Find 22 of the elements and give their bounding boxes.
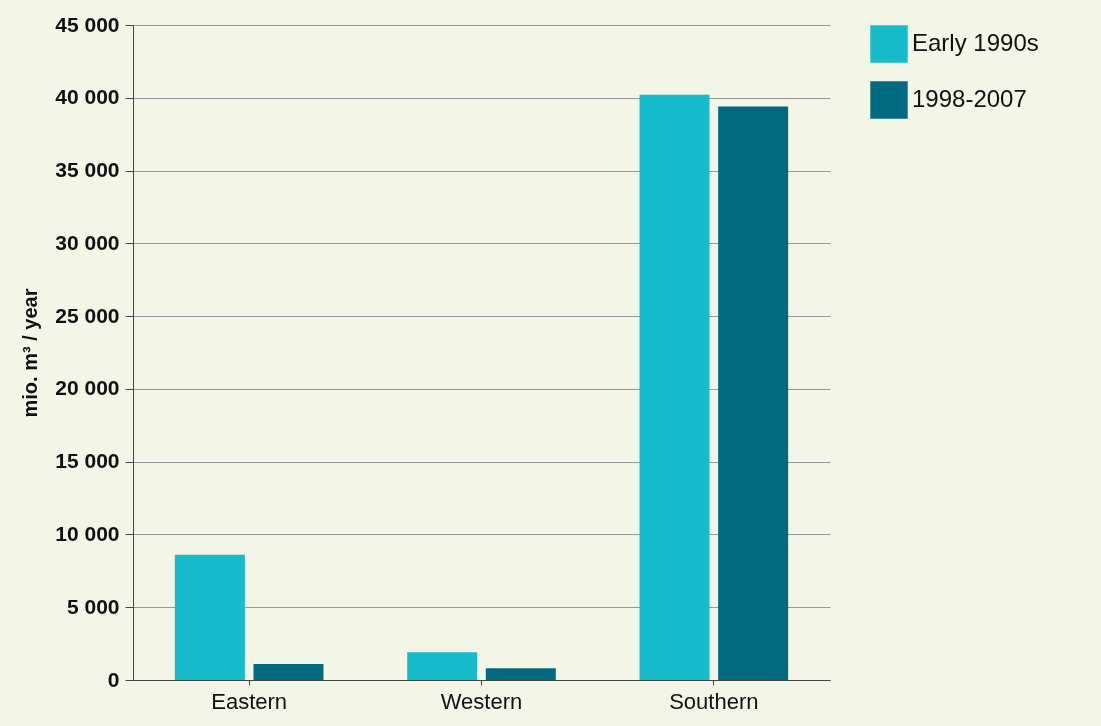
y-tick-label: 45 000	[55, 12, 120, 36]
x-tick-label: Western	[440, 688, 523, 714]
y-tick-label: 0	[107, 667, 120, 691]
y-axis-title: mio. m³ / year	[19, 288, 42, 418]
y-tick-label: 10 000	[55, 521, 120, 545]
y-tick-label: 5 000	[66, 594, 120, 618]
x-tick-label: Southern	[669, 688, 759, 714]
legend-label: 1998-2007	[912, 85, 1027, 112]
bar	[639, 94, 710, 680]
bar	[253, 663, 324, 680]
bar	[407, 652, 478, 680]
y-tick-label: 20 000	[55, 376, 120, 400]
y-tick-label: 30 000	[55, 230, 120, 254]
y-tick-label: 40 000	[55, 85, 120, 109]
x-tick-label: Eastern	[211, 688, 288, 714]
y-tick-label: 25 000	[55, 303, 120, 327]
legend-label: Early 1990s	[912, 29, 1039, 56]
bar	[485, 668, 556, 680]
y-tick-label: 35 000	[55, 158, 120, 182]
bar	[718, 106, 789, 680]
y-tick-label: 15 000	[55, 449, 120, 473]
bar	[174, 554, 245, 680]
